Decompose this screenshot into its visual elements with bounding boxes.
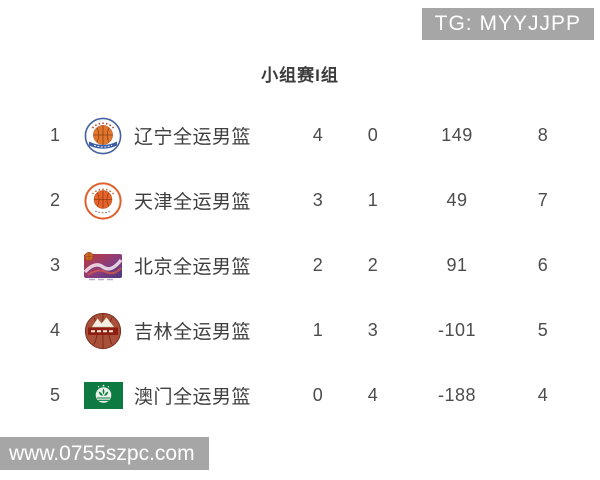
losses-cell: 4 xyxy=(367,385,379,405)
liaoning-crest-icon xyxy=(80,117,126,155)
team-name: 北京全运男篮 xyxy=(134,257,252,278)
wins-cell: 1 xyxy=(312,320,324,340)
point-diff-cell: 49 xyxy=(446,190,468,210)
wins-cell: 3 xyxy=(312,190,324,210)
losses-cell: 0 xyxy=(367,125,379,145)
points-cell: 6 xyxy=(537,255,549,275)
table-row: 4 吉林全运男篮 1 3 -101 5 xyxy=(0,298,600,363)
macau-flag-icon xyxy=(80,382,126,409)
points-cell: 5 xyxy=(537,320,549,340)
page-title: 小组赛I组 xyxy=(261,66,339,85)
team-name: 吉林全运男篮 xyxy=(134,322,252,343)
wins-cell: 4 xyxy=(312,125,324,145)
wins-cell: 2 xyxy=(312,255,324,275)
table-row: 2 天津全运男篮 3 1 49 7 xyxy=(0,168,600,233)
points-cell: 8 xyxy=(537,125,549,145)
point-diff-cell: 91 xyxy=(446,255,468,275)
team-name: 辽宁全运男篮 xyxy=(134,127,252,148)
jilin-crest-icon xyxy=(80,312,126,350)
tianjin-crest-icon xyxy=(80,181,126,220)
point-diff-cell: -188 xyxy=(437,385,477,405)
table-row: 5 澳门全运男篮 0 4 -188 4 xyxy=(0,363,600,428)
rank-cell: 2 xyxy=(49,190,60,210)
beijing-crest-icon xyxy=(80,249,126,283)
team-name: 天津全运男篮 xyxy=(134,192,252,213)
rank-cell: 1 xyxy=(49,125,60,145)
point-diff-cell: 149 xyxy=(441,125,473,145)
standings-table: 1 辽宁全运男篮 4 0 149 8 2 xyxy=(0,103,600,428)
rank-cell: 3 xyxy=(49,255,60,275)
point-diff-cell: -101 xyxy=(437,320,477,340)
points-cell: 7 xyxy=(537,190,549,210)
losses-cell: 3 xyxy=(367,320,379,340)
wins-cell: 0 xyxy=(312,385,324,405)
rank-cell: 5 xyxy=(49,385,60,405)
team-name: 澳门全运男篮 xyxy=(134,387,252,408)
losses-cell: 1 xyxy=(367,190,379,210)
points-cell: 4 xyxy=(537,385,549,405)
rank-cell: 4 xyxy=(49,320,60,340)
table-row: 1 辽宁全运男篮 4 0 149 8 xyxy=(0,103,600,168)
watermark: www.0755szpc.com xyxy=(0,437,209,470)
table-row: 3 北京全运男篮 2 2 91 6 xyxy=(0,233,600,298)
losses-cell: 2 xyxy=(367,255,379,275)
telegram-badge: TG: MYYJJPP xyxy=(421,8,594,40)
